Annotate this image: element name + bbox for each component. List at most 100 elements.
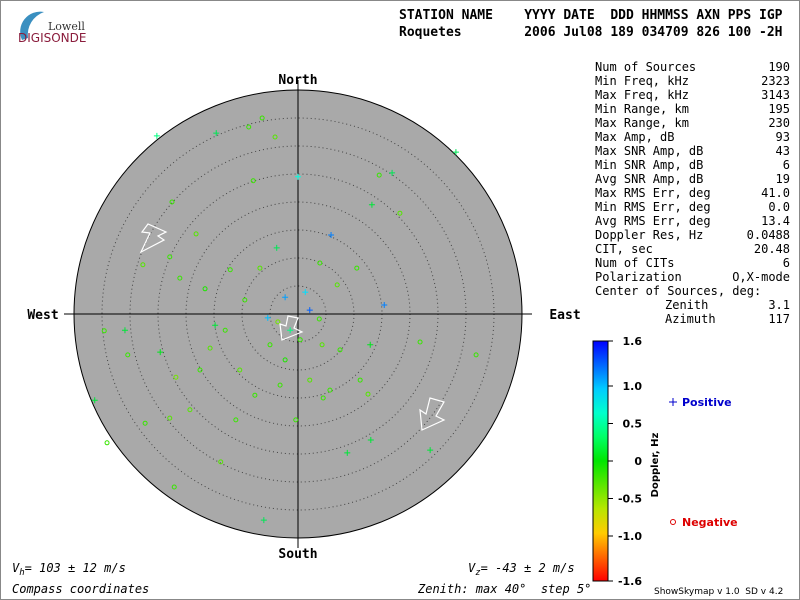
- source-negative: [397, 210, 403, 216]
- source-negative: [417, 339, 423, 345]
- source-positive: [264, 314, 271, 321]
- source-positive: [287, 327, 294, 334]
- stat-value: 0.0488: [747, 228, 790, 242]
- source-negative: [272, 134, 278, 140]
- v-text: = -43 ± 2 m/s: [481, 561, 575, 575]
- stat-label: Num of Sources: [595, 60, 696, 74]
- stat-label: Max SNR Amp, dB: [595, 144, 703, 158]
- source-negative: [222, 327, 228, 333]
- source-negative: [101, 328, 107, 334]
- vz-label: Vz= -43 ± 2 m/s: [468, 561, 575, 578]
- stat-value: 195: [768, 102, 790, 116]
- stat-label: CIT, sec: [595, 242, 653, 256]
- source-positive: [282, 294, 289, 301]
- version-label: ShowSkymap v 1.0 SD v 4.2: [654, 587, 783, 597]
- source-negative: [259, 115, 265, 121]
- velocity-arrow: [279, 315, 304, 341]
- stat-label: Max Amp, dB: [595, 130, 674, 144]
- source-positive: [91, 397, 98, 404]
- source-positive: [367, 341, 374, 348]
- coords-label: Compass coordinates: [12, 582, 149, 596]
- colorbar-tick-label: -0.5: [618, 493, 642, 506]
- stat-value: 2323: [761, 74, 790, 88]
- source-negative: [187, 407, 193, 413]
- source-negative: [167, 415, 173, 421]
- source-negative: [218, 459, 224, 465]
- stat-value: 0.0: [768, 200, 790, 214]
- stat-value: 6: [783, 256, 790, 270]
- source-negative: [202, 286, 208, 292]
- source-negative: [365, 391, 371, 397]
- velocity-arrow: [139, 223, 168, 254]
- stat-label: Doppler Res, Hz: [595, 228, 703, 242]
- colorbar-title: Doppler, Hz: [650, 433, 661, 498]
- source-positive: [260, 517, 267, 524]
- source-negative: [357, 377, 363, 383]
- direction-label: North: [278, 73, 317, 88]
- stat-label: Polarization: [595, 270, 682, 284]
- source-positive: [452, 149, 459, 156]
- stat-value: 13.4: [761, 214, 790, 228]
- source-negative: [307, 377, 313, 383]
- source-negative: [316, 316, 322, 322]
- stat-value: 190: [768, 60, 790, 74]
- source-negative: [173, 374, 179, 380]
- source-negative: [327, 387, 333, 393]
- source-negative: [237, 367, 243, 373]
- source-negative: [104, 440, 110, 446]
- stat-value: 230: [768, 116, 790, 130]
- stat-value: 20.48: [754, 242, 790, 256]
- stat-value: 3.1: [768, 298, 790, 312]
- direction-label: East: [549, 308, 580, 323]
- logo-swoosh: [20, 11, 44, 40]
- source-negative: [177, 275, 183, 281]
- source-negative: [282, 357, 288, 363]
- source-negative: [257, 265, 263, 271]
- logo-bottom: DIGISONDE: [18, 31, 86, 45]
- source-negative: [171, 484, 177, 490]
- legend-symbol: [670, 519, 676, 525]
- source-positive: [212, 322, 219, 329]
- source-negative: [376, 172, 382, 178]
- colorbar-tick-label: -1.6: [618, 575, 642, 588]
- stat-value: O,X-mode: [732, 270, 790, 284]
- source-negative: [293, 417, 299, 423]
- v-sub: h: [19, 568, 24, 578]
- source-negative: [242, 297, 248, 303]
- v-text: = 103 ± 12 m/s: [25, 561, 126, 575]
- zenith-label: Zenith: max 40° step 5°: [417, 582, 591, 596]
- source-positive: [427, 447, 434, 454]
- stat-label: Max Range, km: [595, 116, 689, 130]
- source-positive: [367, 437, 374, 443]
- legend-label: Negative: [682, 516, 738, 529]
- stat-label: Min SNR Amp, dB: [595, 158, 703, 172]
- colorbar-tick-label: 1.6: [623, 335, 643, 348]
- stat-value: 6: [783, 158, 790, 172]
- stat-value: 117: [768, 312, 790, 326]
- source-positive: [389, 169, 396, 176]
- source-negative: [193, 231, 199, 237]
- source-negative: [267, 342, 273, 348]
- stat-label: Avg SNR Amp, dB: [595, 172, 703, 186]
- source-negative: [319, 342, 325, 348]
- header-line: Roquetes 2006 Jul08 189 034709 826 100 -…: [399, 25, 783, 40]
- source-negative: [197, 367, 203, 373]
- colorbar-tick-label: 0: [634, 455, 642, 468]
- logo-top: Lowell: [48, 20, 85, 33]
- source-negative: [317, 260, 323, 266]
- stat-label: Min Range, km: [595, 102, 689, 116]
- source-negative: [297, 337, 303, 343]
- colorbar: [592, 340, 609, 582]
- vh-label: Vh= 103 ± 12 m/s: [12, 561, 126, 578]
- stat-label: Center of Sources, deg:: [595, 284, 761, 298]
- source-negative: [320, 395, 326, 401]
- legend-label: Positive: [682, 396, 732, 409]
- source-positive: [368, 201, 375, 208]
- direction-label: South: [278, 547, 317, 562]
- source-negative: [252, 392, 258, 398]
- colorbar-tick-label: 0.5: [623, 418, 643, 431]
- stat-label: Zenith: [665, 298, 708, 312]
- source-positive: [273, 244, 280, 251]
- source-negative: [337, 347, 343, 353]
- source-positive: [306, 307, 313, 314]
